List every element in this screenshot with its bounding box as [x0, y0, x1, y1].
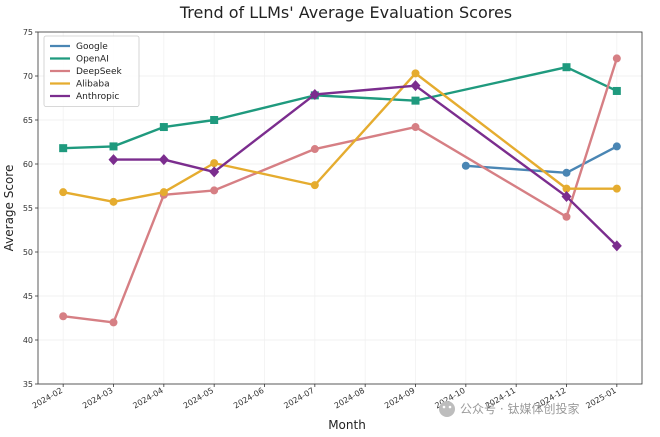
y-tick-label: 40	[23, 336, 33, 345]
y-tick-label: 60	[23, 160, 33, 169]
alibaba-point	[411, 69, 420, 78]
anthropic-point	[209, 166, 220, 178]
series-google	[461, 142, 621, 177]
series-anthropic	[108, 80, 622, 252]
alibaba-point	[310, 181, 319, 190]
deepseek-point	[210, 186, 219, 195]
deepseek-point	[411, 123, 420, 132]
series-line-openai	[63, 65, 618, 150]
alibaba-point	[59, 188, 68, 197]
x-tick-label: 2024-05	[182, 386, 215, 411]
anthropic-point	[158, 154, 169, 166]
y-tick-label: 45	[23, 292, 33, 301]
x-tick-label: 2024-04	[131, 386, 164, 411]
google-point	[461, 161, 470, 170]
google-point	[612, 142, 621, 151]
alibaba-point	[562, 184, 571, 193]
deepseek-point	[562, 212, 571, 221]
x-tick-label: 2024-02	[31, 386, 64, 411]
anthropic-point	[611, 240, 622, 252]
anthropic-point	[561, 191, 572, 203]
openai-point	[612, 86, 621, 95]
wechat-icon	[439, 401, 455, 417]
legend-label-openai: OpenAI	[76, 55, 109, 65]
deepseek-point	[310, 145, 319, 154]
watermark: 公众号 · 钛媒体创投家	[439, 401, 579, 417]
legend: Google OpenAI DeepSeek Alibaba Anthropic	[43, 35, 140, 107]
series-alibaba	[59, 69, 621, 206]
y-axis-ticks: 35 40 45 50 55 60 65 70 75	[23, 28, 38, 389]
legend-label-deepseek: DeepSeek	[76, 67, 123, 77]
series-line-deepseek	[63, 58, 618, 324]
deepseek-point	[109, 318, 118, 327]
series-deepseek	[59, 54, 621, 327]
y-tick-label: 65	[23, 116, 33, 125]
alibaba-point	[159, 188, 168, 197]
watermark-text: 公众号 · 钛媒体创投家	[460, 401, 579, 416]
openai-point	[109, 142, 118, 151]
x-tick-label: 2024-07	[282, 386, 315, 411]
y-tick-label: 70	[23, 72, 33, 81]
x-tick-label: 2024-09	[383, 386, 416, 411]
openai-point	[411, 96, 420, 105]
series-openai	[59, 63, 621, 153]
anthropic-point	[309, 88, 320, 100]
wechat-icon-eye-left	[442, 405, 446, 409]
legend-frame	[43, 35, 140, 107]
y-tick-label: 35	[23, 380, 33, 389]
google-point	[562, 168, 571, 177]
anthropic-point	[410, 80, 421, 92]
series-line-alibaba	[62, 72, 617, 204]
legend-label-google: Google	[76, 42, 108, 52]
legend-label-alibaba: Alibaba	[76, 80, 110, 90]
y-tick-label: 50	[23, 248, 33, 257]
y-tick-label: 75	[23, 28, 33, 37]
chart-title: Trend of LLMs' Average Evaluation Scores	[179, 3, 512, 22]
anthropic-point	[108, 154, 119, 166]
openai-point	[159, 123, 168, 132]
y-tick-label: 55	[23, 204, 33, 213]
openai-point	[59, 144, 68, 153]
x-tick-label: 2024-08	[333, 386, 366, 411]
alibaba-point	[612, 184, 621, 193]
alibaba-point	[210, 159, 219, 168]
openai-point	[562, 63, 571, 72]
wechat-icon-eye-right	[448, 405, 452, 409]
x-axis-label: Month	[328, 418, 366, 432]
deepseek-point	[59, 312, 68, 321]
alibaba-point	[109, 197, 118, 206]
x-tick-label: 2025-01	[584, 386, 617, 411]
series-group	[59, 54, 622, 327]
x-tick-label: 2024-03	[81, 386, 114, 411]
openai-point	[210, 116, 219, 124]
y-axis-label: Average Score	[2, 165, 16, 252]
x-tick-label: 2024-06	[232, 386, 265, 411]
legend-label-anthropic: Anthropic	[76, 92, 119, 102]
deepseek-point	[612, 54, 621, 63]
